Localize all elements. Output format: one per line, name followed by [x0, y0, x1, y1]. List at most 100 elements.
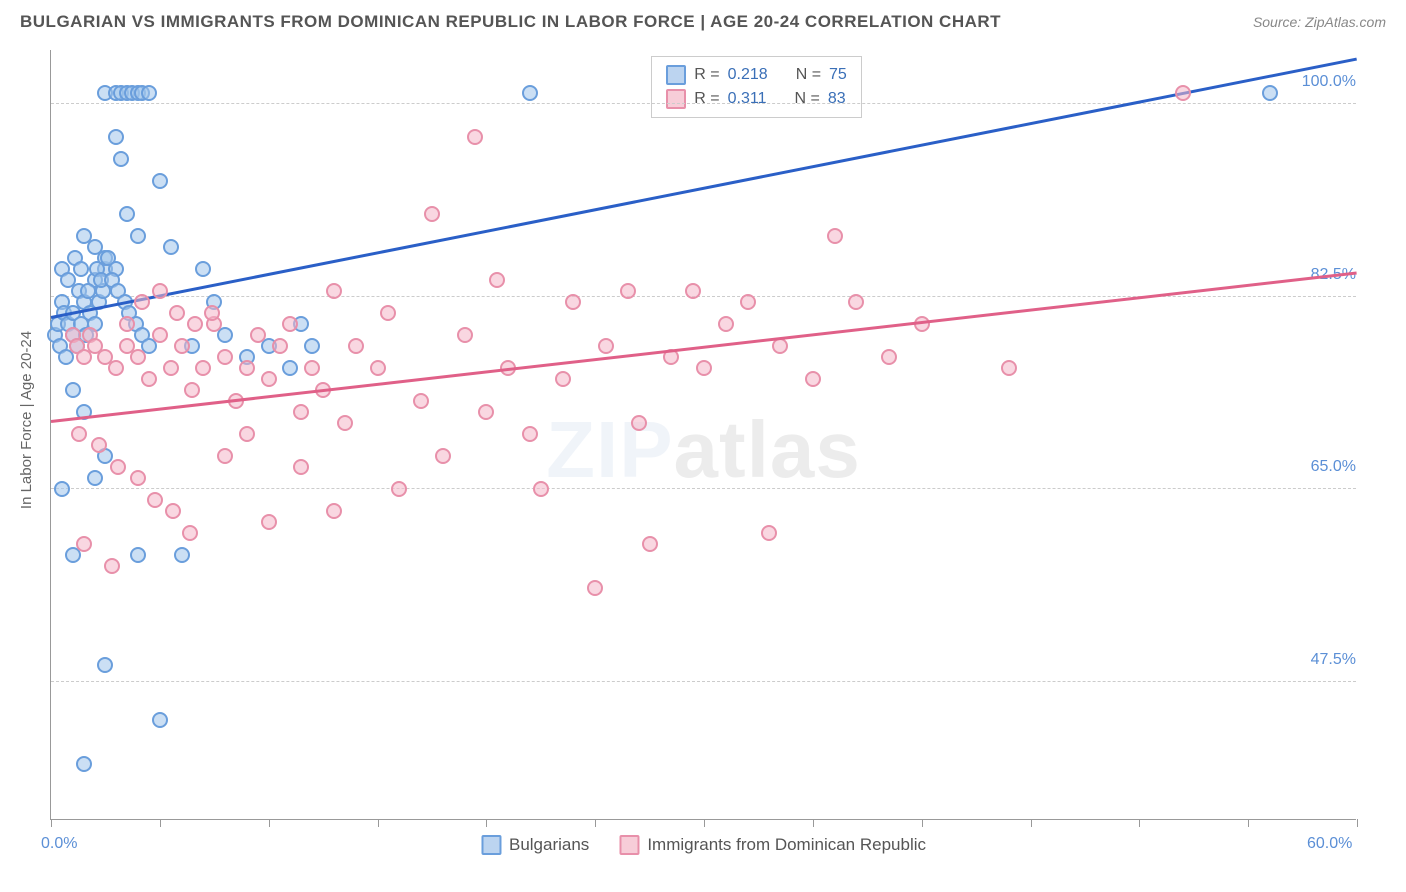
scatter-point	[293, 404, 309, 420]
scatter-point	[1175, 85, 1191, 101]
x-tick	[378, 819, 379, 827]
legend-r-label: R =	[694, 90, 719, 108]
scatter-point	[326, 283, 342, 299]
x-tick	[1357, 819, 1358, 827]
scatter-point	[239, 360, 255, 376]
chart-plot-area: ZIPatlas R =0.218N =75R =0.311N =83 Bulg…	[50, 50, 1356, 820]
scatter-point	[182, 525, 198, 541]
x-tick	[160, 819, 161, 827]
y-axis-title: In Labor Force | Age 20-24	[18, 331, 35, 509]
x-tick	[1248, 819, 1249, 827]
scatter-point	[104, 558, 120, 574]
scatter-point	[620, 283, 636, 299]
x-tick	[269, 819, 270, 827]
legend-n-value: 75	[829, 66, 847, 84]
scatter-point	[163, 239, 179, 255]
scatter-point	[827, 228, 843, 244]
legend-r-value: 0.311	[728, 90, 767, 108]
scatter-point	[424, 206, 440, 222]
legend-series: BulgariansImmigrants from Dominican Repu…	[481, 835, 926, 855]
legend-n-value: 83	[828, 90, 846, 108]
scatter-point	[97, 657, 113, 673]
watermark: ZIPatlas	[546, 404, 861, 496]
x-tick	[1031, 819, 1032, 827]
scatter-point	[113, 151, 129, 167]
scatter-point	[565, 294, 581, 310]
scatter-point	[587, 580, 603, 596]
scatter-point	[108, 129, 124, 145]
scatter-point	[163, 360, 179, 376]
scatter-point	[598, 338, 614, 354]
scatter-point	[152, 173, 168, 189]
scatter-point	[1262, 85, 1278, 101]
scatter-point	[60, 272, 76, 288]
scatter-point	[130, 470, 146, 486]
legend-swatch	[619, 835, 639, 855]
scatter-point	[740, 294, 756, 310]
legend-n-label: N =	[796, 66, 821, 84]
y-tick-label: 100.0%	[1296, 71, 1362, 93]
scatter-point	[282, 316, 298, 332]
scatter-point	[282, 360, 298, 376]
scatter-point	[478, 404, 494, 420]
scatter-point	[195, 261, 211, 277]
scatter-point	[761, 525, 777, 541]
x-tick	[813, 819, 814, 827]
scatter-point	[261, 371, 277, 387]
legend-n-label: N =	[795, 90, 820, 108]
scatter-point	[326, 503, 342, 519]
scatter-point	[348, 338, 364, 354]
legend-r-label: R =	[694, 66, 719, 84]
scatter-point	[642, 536, 658, 552]
scatter-point	[80, 283, 96, 299]
scatter-point	[631, 415, 647, 431]
scatter-point	[435, 448, 451, 464]
scatter-point	[304, 338, 320, 354]
scatter-point	[467, 129, 483, 145]
scatter-point	[457, 327, 473, 343]
scatter-point	[239, 426, 255, 442]
scatter-point	[250, 327, 266, 343]
scatter-point	[91, 437, 107, 453]
legend-row: R = 0.311 N = 83	[666, 87, 847, 111]
legend-r-value: 0.218	[728, 66, 768, 84]
scatter-point	[130, 228, 146, 244]
scatter-point	[165, 503, 181, 519]
scatter-point	[337, 415, 353, 431]
scatter-point	[261, 514, 277, 530]
scatter-point	[130, 547, 146, 563]
scatter-point	[130, 349, 146, 365]
scatter-point	[881, 349, 897, 365]
scatter-point	[119, 316, 135, 332]
scatter-point	[110, 459, 126, 475]
scatter-point	[174, 547, 190, 563]
scatter-point	[522, 85, 538, 101]
scatter-point	[152, 712, 168, 728]
scatter-point	[413, 393, 429, 409]
scatter-point	[134, 294, 150, 310]
scatter-point	[848, 294, 864, 310]
legend-row: R = 0.218 N = 75	[666, 63, 847, 87]
scatter-point	[555, 371, 571, 387]
scatter-point	[73, 261, 89, 277]
gridline	[51, 103, 1356, 104]
scatter-point	[100, 250, 116, 266]
y-tick-label: 47.5%	[1305, 649, 1362, 671]
trend-line	[51, 272, 1357, 423]
scatter-point	[522, 426, 538, 442]
scatter-point	[293, 459, 309, 475]
scatter-point	[71, 426, 87, 442]
scatter-point	[152, 283, 168, 299]
legend-swatch	[666, 89, 686, 109]
scatter-point	[187, 316, 203, 332]
scatter-point	[87, 470, 103, 486]
scatter-point	[391, 481, 407, 497]
x-tick	[51, 819, 52, 827]
chart-title: BULGARIAN VS IMMIGRANTS FROM DOMINICAN R…	[20, 12, 1001, 32]
gridline	[51, 488, 1356, 489]
x-tick-label: 0.0%	[41, 835, 77, 853]
scatter-point	[805, 371, 821, 387]
legend-label: Immigrants from Dominican Republic	[647, 835, 926, 855]
scatter-point	[195, 360, 211, 376]
scatter-point	[380, 305, 396, 321]
